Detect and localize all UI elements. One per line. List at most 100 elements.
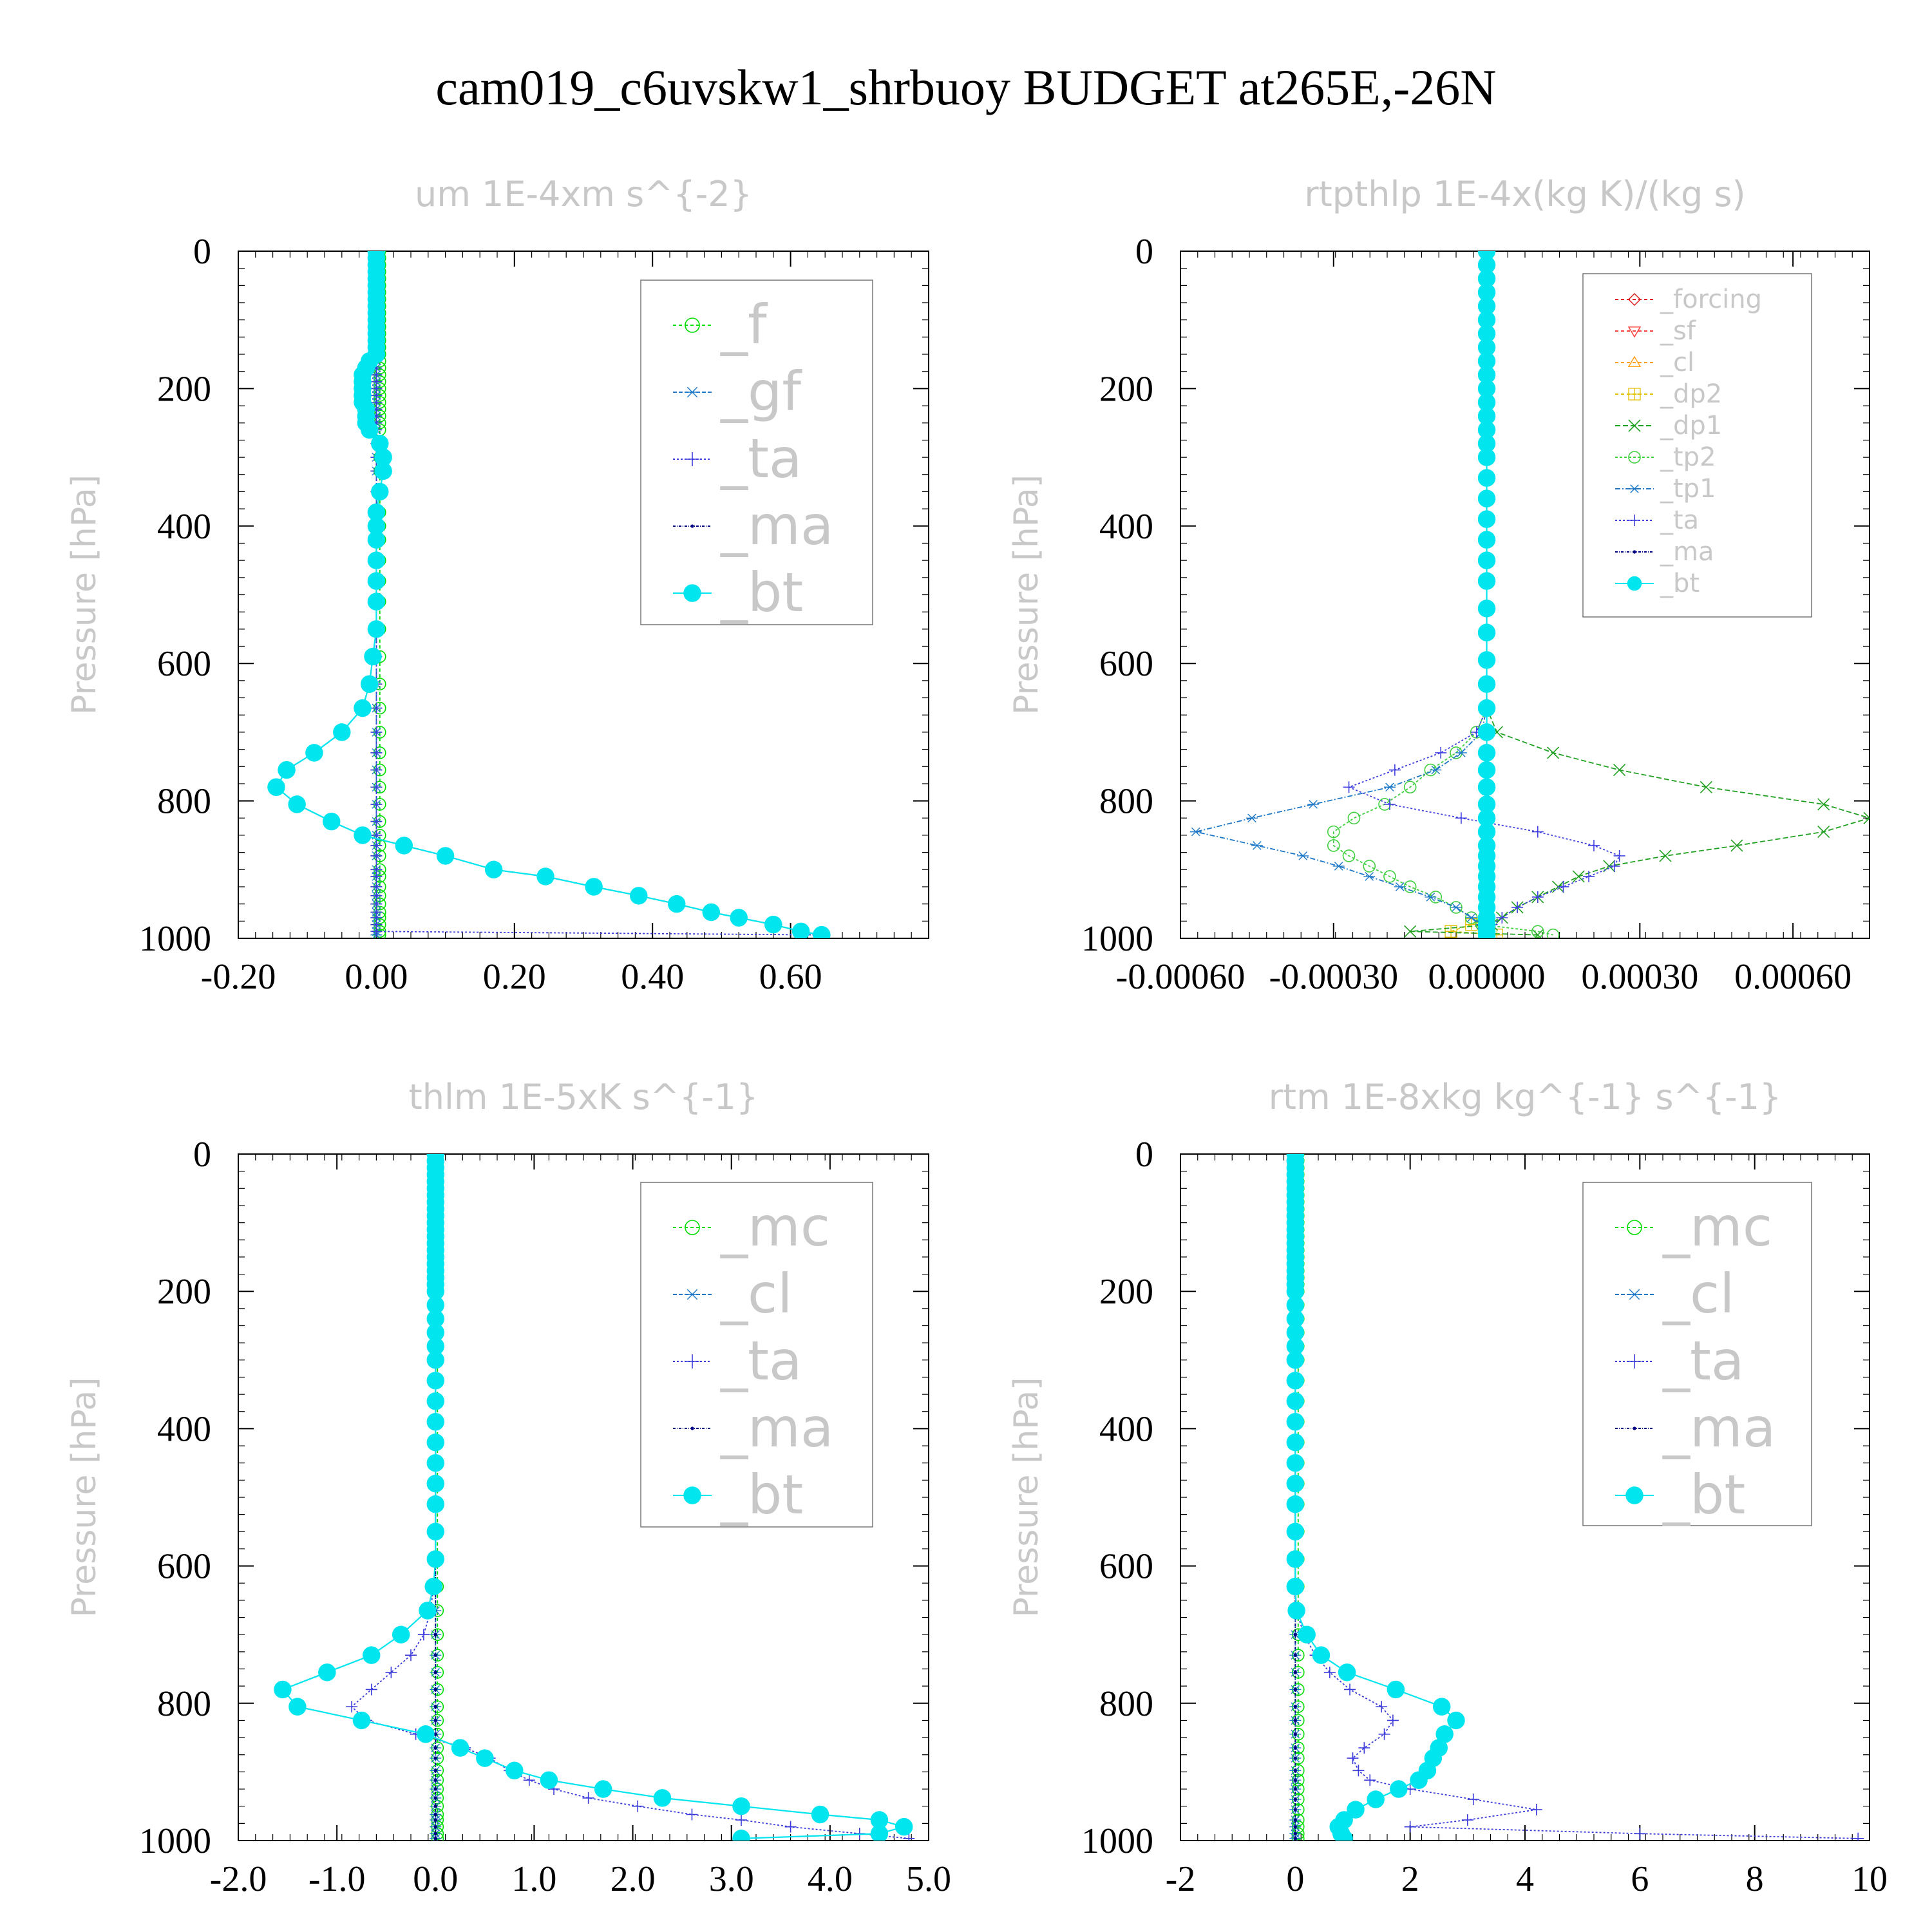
legend-marker: [683, 584, 701, 602]
legend-label: _bt: [1660, 569, 1700, 598]
legend-label: _ta: [1662, 1329, 1744, 1392]
data-point: [433, 1832, 437, 1835]
data-point: [1293, 1837, 1297, 1841]
data-point: [1293, 1808, 1297, 1812]
data-point: [1477, 435, 1496, 453]
x-tick-label: 5.0: [906, 1859, 951, 1899]
panels: um 1E-4xm s^{-2}Pressure [hPa]-0.20 0.00 0…: [65, 174, 1888, 1899]
y-tick-label: 600: [1099, 1547, 1153, 1587]
data-point: [305, 744, 323, 762]
y-axis-label: Pressure [hPa]: [65, 1378, 104, 1618]
legend-marker: [1633, 550, 1636, 554]
legend-item-tp1: _tp1: [1615, 474, 1716, 504]
legend-item-bt: _bt: [673, 561, 803, 624]
data-point: [1293, 1825, 1297, 1829]
data-point: [426, 1351, 445, 1369]
series-bt: [1286, 1154, 1465, 1841]
data-point: [1477, 407, 1496, 425]
data-point: [1477, 744, 1496, 762]
data-point: [417, 1629, 430, 1641]
x-tick-label: 0.00030: [1581, 957, 1698, 997]
data-point: [433, 1787, 437, 1791]
data-point: [1477, 531, 1496, 549]
y-tick-label: 200: [157, 1272, 211, 1312]
data-point: [367, 551, 386, 569]
data-point: [370, 764, 383, 776]
panel-um: um 1E-4xm s^{-2} Pressure [hPa] -0.20 0.00 0…: [65, 174, 929, 997]
data-point: [374, 448, 392, 466]
legend-label: _gf: [720, 360, 802, 423]
y-tick-label: 1000: [139, 919, 211, 959]
data-point: [1477, 283, 1496, 301]
data-point: [370, 839, 383, 851]
legend: _mc_cl_ta_ma_bt: [1582, 1182, 1812, 1526]
data-point: [1286, 1337, 1305, 1356]
panel-title: rtm 1E-8xkg kg^{-1} s^{-1}: [1269, 1077, 1782, 1117]
y-tick-label: 800: [157, 782, 211, 822]
series-group: [274, 1154, 915, 1841]
data-point: [1477, 623, 1496, 641]
data-point: [1477, 379, 1496, 398]
data-point: [1293, 1687, 1297, 1692]
y-tick-label: 1000: [1081, 1821, 1153, 1861]
data-point: [1347, 1752, 1359, 1765]
legend-marker: [1629, 484, 1640, 493]
legend-label: _bt: [1662, 1463, 1745, 1526]
legend-item-ta: _ta: [673, 1329, 802, 1392]
data-point: [791, 922, 810, 938]
legend-marker: [1628, 451, 1641, 464]
y-tick-label: 600: [1099, 644, 1153, 684]
x-tick-label: 4: [1516, 1859, 1534, 1899]
legend-label: _ma: [1660, 537, 1714, 567]
data-point: [1477, 809, 1496, 828]
data-point: [333, 723, 351, 741]
y-tick-label: 200: [1099, 369, 1153, 409]
data-point: [1477, 510, 1496, 528]
data-point: [1293, 1768, 1297, 1772]
data-point: [1293, 1653, 1297, 1657]
data-point: [1477, 699, 1496, 717]
data-point: [433, 1778, 437, 1782]
data-point: [1588, 839, 1600, 851]
panel-rtpthlp: rtpthlp 1E-4x(kg K)/(kg s) Pressure [hPa]…: [1007, 174, 1870, 997]
data-point: [433, 1653, 437, 1657]
data-point: [1477, 338, 1496, 357]
legend-label: _ta: [720, 427, 802, 490]
data-point: [1511, 901, 1524, 913]
data-point: [1477, 795, 1496, 813]
legend-item-f: _f: [673, 293, 768, 356]
data-point: [1387, 1680, 1405, 1699]
data-point: [364, 647, 382, 666]
data-point: [360, 421, 379, 439]
data-point: [426, 1323, 445, 1341]
data-point: [433, 1732, 437, 1736]
legend-marker: [1625, 1486, 1643, 1504]
figure-title: cam019_c6uvskw1_shrbuoy BUDGET at265E,-2…: [435, 59, 1496, 115]
x-tick-label: 0.60: [759, 957, 822, 997]
legend-marker: [685, 1289, 699, 1300]
panel-rtm: rtm 1E-8xkg kg^{-1} s^{-1} Pressure [hPa]…: [1007, 1077, 1888, 1899]
data-point: [870, 1824, 889, 1841]
data-point: [1455, 812, 1467, 824]
data-point: [1477, 572, 1496, 590]
data-point: [1477, 421, 1496, 439]
legend-marker: [1627, 292, 1642, 307]
data-point: [433, 1687, 437, 1692]
data-point: [735, 1814, 748, 1826]
legend-item-bt: _bt: [673, 1463, 803, 1526]
data-point: [289, 1698, 307, 1716]
data-point: [1293, 1633, 1297, 1636]
data-point: [395, 837, 413, 855]
data-point: [1347, 1801, 1365, 1819]
legend-label: _cl: [720, 1262, 793, 1325]
data-point: [1435, 1725, 1454, 1743]
data-point: [433, 1768, 437, 1772]
data-point: [365, 1683, 377, 1696]
x-tick-label: -2: [1166, 1859, 1196, 1899]
data-point: [370, 870, 383, 882]
legend-marker: [690, 1426, 694, 1430]
series-bt: [274, 1154, 913, 1841]
data-point: [1404, 1821, 1416, 1833]
legend-label: _cl: [1660, 348, 1694, 377]
legend-item-ta: _ta: [673, 427, 802, 490]
